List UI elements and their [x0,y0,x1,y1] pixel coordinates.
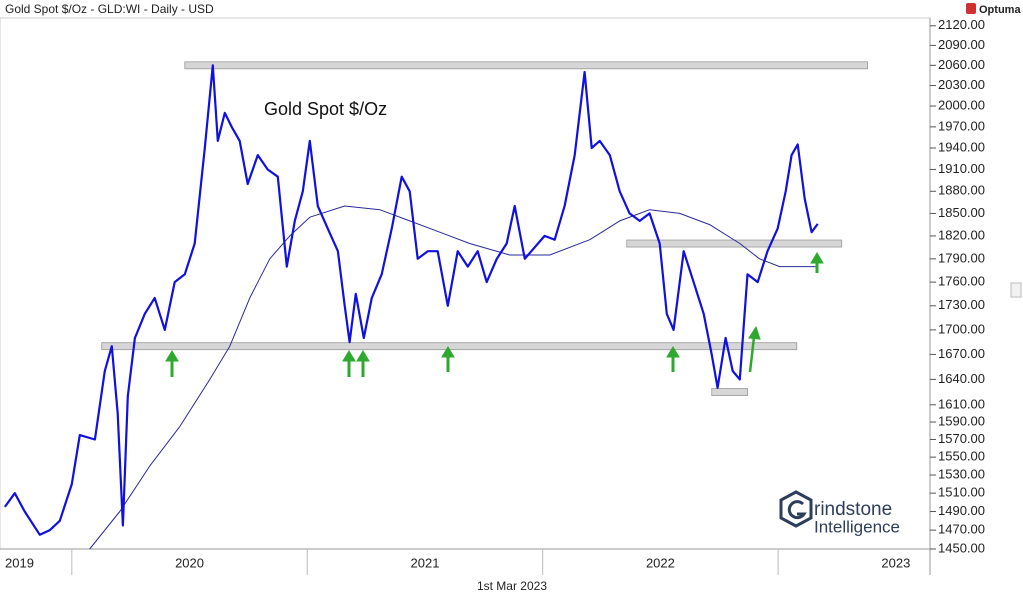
y-tick-label: 1790.00 [938,250,985,265]
arrow [165,350,179,377]
level-band [711,388,748,396]
y-tick-label: 1550.00 [938,449,985,464]
plot-area [0,17,931,550]
y-tick-label: 1450.00 [938,540,985,555]
y-tick-label: 1820.00 [938,227,985,242]
y-tick-label: 2120.00 [938,17,985,32]
y-tick-label: 2090.00 [938,37,985,52]
y-tick-label: 1730.00 [938,297,985,312]
y-tick-label: 1640.00 [938,371,985,386]
arrow [748,325,761,373]
header-title: Gold Spot $/Oz - GLD:WI - Daily - USD [5,2,214,16]
y-tick-label: 1570.00 [938,431,985,446]
x-tick-label: 2022 [646,555,675,570]
y-tick-label: 1490.00 [938,503,985,518]
brand-icon [966,3,976,14]
logo-line1: rindstone [814,499,892,520]
x-tick-label: 2021 [411,555,440,570]
y-tick-label: 1970.00 [938,118,985,133]
arrow [441,346,455,372]
footer-date: 1st Mar 2023 [477,579,547,593]
y-tick-label: 1530.00 [938,466,985,481]
y-tick-label: 1470.00 [938,522,985,537]
logo-line2: Intelligence [814,517,900,536]
x-tick-label: 2019 [5,555,34,570]
arrows [165,252,824,377]
x-tick-label: 2023 [881,555,910,570]
y-tick-label: 1940.00 [938,139,985,154]
series-label: Gold Spot $/Oz [264,99,387,119]
y-tick-label: 1850.00 [938,205,985,220]
scroll-handle[interactable] [1010,282,1022,298]
y-tick-label: 1910.00 [938,161,985,176]
arrow [342,350,356,377]
y-tick-label: 2060.00 [938,57,985,72]
y-tick-label: 1760.00 [938,274,985,289]
y-tick-label: 1590.00 [938,413,985,428]
logo: rindstone Intelligence [779,490,900,536]
y-tick-label: 1610.00 [938,396,985,411]
y-tick-label: 1700.00 [938,321,985,336]
arrow [666,346,680,372]
price-line [4,64,819,536]
y-tick-label: 1880.00 [938,183,985,198]
level-band [184,61,869,70]
arrow [356,350,370,377]
arrow [810,252,824,273]
moving-average-line [89,205,818,550]
y-tick-label: 2000.00 [938,97,985,112]
y-tick-label: 2030.00 [938,77,985,92]
brand: Optuma [979,4,1021,16]
x-tick-label: 2020 [175,555,204,570]
y-tick-label: 1510.00 [938,485,985,500]
y-tick-label: 1670.00 [938,346,985,361]
